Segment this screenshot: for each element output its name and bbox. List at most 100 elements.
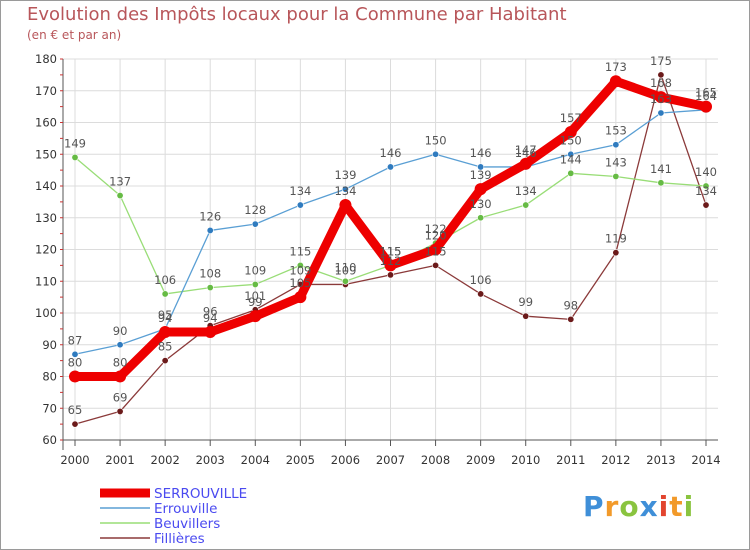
x-axis-ticks: 2000 2001 2002 2003 2004 2005 2006 2007 2008 2009… xyxy=(60,453,720,467)
data-label: 149 xyxy=(64,136,86,150)
chart-subtitle: (en € et par an) xyxy=(27,28,122,42)
x-tick-label: 2007 xyxy=(376,453,405,467)
grid-lines xyxy=(63,58,718,441)
legend-label: Fillières xyxy=(154,531,205,547)
data-label: 175 xyxy=(650,54,672,68)
data-point xyxy=(477,163,485,171)
logo-letter: P xyxy=(583,490,605,523)
data-point xyxy=(114,370,127,383)
data-label: 134 xyxy=(515,184,537,198)
data-point xyxy=(429,243,442,256)
y-tick-label: 100 xyxy=(35,306,57,320)
data-label: 99 xyxy=(248,295,263,309)
data-label: 109 xyxy=(244,263,266,277)
data-label: 130 xyxy=(470,197,492,211)
data-point xyxy=(657,109,665,117)
data-point xyxy=(294,291,307,304)
data-point xyxy=(702,201,710,209)
data-label: 80 xyxy=(68,356,83,370)
data-label: 165 xyxy=(695,86,717,100)
data-label: 134 xyxy=(334,184,356,198)
x-tick-label: 2009 xyxy=(466,453,495,467)
data-label: 106 xyxy=(154,273,176,287)
y-tick-label: 130 xyxy=(35,211,57,225)
data-point xyxy=(386,163,394,171)
data-point xyxy=(71,153,79,161)
data-label: 115 xyxy=(380,244,402,258)
x-tick-label: 2008 xyxy=(421,453,450,467)
data-label: 122 xyxy=(425,222,447,236)
data-point xyxy=(341,277,349,285)
data-label: 134 xyxy=(289,184,311,198)
data-point xyxy=(161,357,169,365)
x-tick-label: 2000 xyxy=(60,453,89,467)
data-point xyxy=(432,261,440,269)
proxiti-logo: Proxiti xyxy=(583,490,694,523)
x-tick-label: 2004 xyxy=(241,453,270,467)
x-tick-label: 2002 xyxy=(151,453,180,467)
data-point xyxy=(206,284,214,292)
logo-letter: o xyxy=(619,490,640,523)
data-label: 94 xyxy=(203,311,218,325)
data-label: 85 xyxy=(158,340,173,354)
logo-letter: i xyxy=(683,490,695,523)
data-label: 146 xyxy=(470,146,492,160)
data-label: 98 xyxy=(563,298,578,312)
y-tick-label: 140 xyxy=(35,179,57,193)
legend-label: Errouville xyxy=(154,501,217,517)
data-label: 109 xyxy=(334,263,356,277)
data-label: 168 xyxy=(650,76,672,90)
data-point xyxy=(296,201,304,209)
y-tick-label: 90 xyxy=(42,338,57,352)
data-point xyxy=(386,271,394,279)
data-point xyxy=(700,100,712,113)
data-label: 69 xyxy=(113,390,128,404)
legend-label: SERROUVILLE xyxy=(154,486,247,502)
data-point xyxy=(204,326,217,339)
data-point xyxy=(251,280,259,288)
y-tick-label: 80 xyxy=(42,370,57,384)
data-label: 163 xyxy=(650,92,672,106)
logo-letter: i xyxy=(658,490,670,523)
data-point xyxy=(612,172,620,180)
x-tick-label: 2013 xyxy=(646,453,675,467)
data-point xyxy=(657,179,665,187)
data-label: 134 xyxy=(695,184,717,198)
x-tick-label: 2010 xyxy=(511,453,540,467)
data-point xyxy=(567,315,575,323)
series-group xyxy=(69,71,712,428)
data-point xyxy=(161,290,169,298)
data-label: 119 xyxy=(605,232,627,246)
data-point xyxy=(341,185,349,193)
data-label: 112 xyxy=(380,254,402,268)
legend-label: Beuvillers xyxy=(154,516,220,532)
data-label: 115 xyxy=(425,244,447,258)
y-tick-label: 150 xyxy=(35,147,57,161)
data-label: 173 xyxy=(605,60,627,74)
data-label: 150 xyxy=(560,133,582,147)
data-point xyxy=(654,91,667,104)
data-point xyxy=(522,312,530,320)
data-label: 105 xyxy=(289,276,311,290)
data-label: 141 xyxy=(650,162,672,176)
data-point xyxy=(71,350,79,358)
data-label: 126 xyxy=(199,209,221,223)
data-point xyxy=(116,341,124,349)
data-point xyxy=(567,150,575,158)
data-point xyxy=(612,141,620,149)
data-label: 115 xyxy=(380,244,402,258)
x-tick-label: 2011 xyxy=(556,453,585,467)
data-label: 90 xyxy=(113,324,128,338)
x-tick-label: 2006 xyxy=(331,453,360,467)
data-point xyxy=(251,220,259,228)
data-label: 110 xyxy=(334,260,356,274)
data-point xyxy=(69,370,81,383)
logo-letter: t xyxy=(669,490,684,523)
x-tick-label: 2005 xyxy=(286,453,315,467)
data-label: 65 xyxy=(68,403,83,417)
data-label: 150 xyxy=(425,133,447,147)
data-point xyxy=(519,157,532,170)
y-tick-label: 120 xyxy=(35,243,57,257)
